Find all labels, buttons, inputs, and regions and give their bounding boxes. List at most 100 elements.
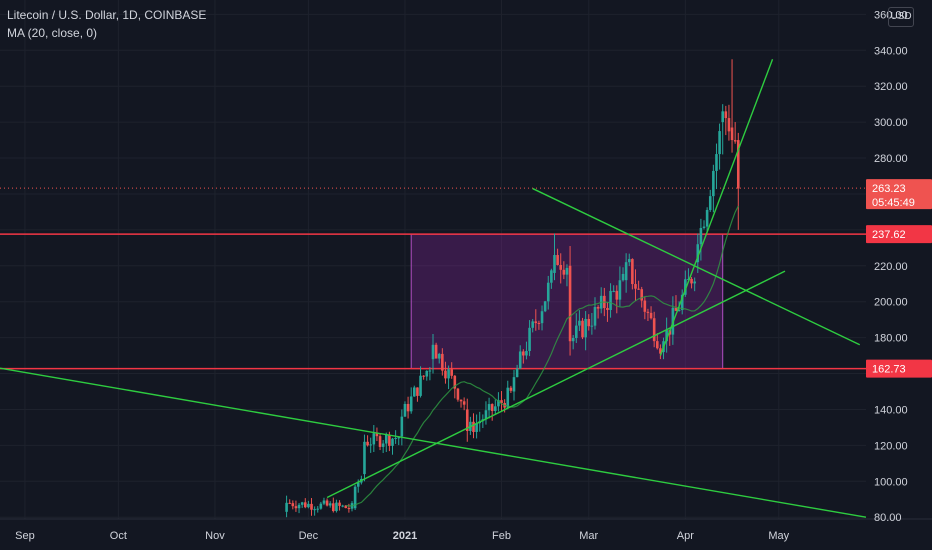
candle-body xyxy=(534,321,538,324)
candle-body xyxy=(571,337,575,342)
candle-body xyxy=(708,196,712,210)
candle-body xyxy=(487,404,491,411)
x-tick-label: Dec xyxy=(299,530,319,542)
candle-body xyxy=(444,370,447,379)
candle-body xyxy=(413,387,416,397)
candle-body xyxy=(546,282,550,302)
candle-body xyxy=(453,375,457,389)
candle-body xyxy=(556,255,559,265)
candle-body xyxy=(303,502,307,508)
candle-body xyxy=(366,441,369,446)
chart-title: Litecoin / U.S. Dollar, 1D, COINBASE xyxy=(7,8,207,22)
lower-level-badge-bg xyxy=(866,359,932,378)
y-axis-ticks: 360.00 340.00 320.00 300.00 280.00 220.00 200.… xyxy=(874,9,908,524)
last-price-badge-countdown: 05:45:49 xyxy=(872,197,915,209)
candle-body xyxy=(369,444,372,446)
candle-body xyxy=(631,259,634,285)
price-badges: 263.23 05:45:49 237.62 162.73 xyxy=(866,179,932,378)
y-tick-label: 140.00 xyxy=(874,404,908,416)
y-tick-label: 200.00 xyxy=(874,297,908,309)
candle-body xyxy=(574,325,578,338)
candle-body xyxy=(285,502,288,512)
trendlines xyxy=(0,59,867,518)
trendline xyxy=(326,270,786,499)
trendline xyxy=(532,187,861,346)
candle-body xyxy=(500,400,503,404)
x-tick-label: Mar xyxy=(579,530,598,542)
y-tick-label: 320.00 xyxy=(874,81,908,93)
candle-body xyxy=(416,387,419,396)
candle-body xyxy=(419,375,422,396)
indicator-label[interactable]: MA (20, close, 0) xyxy=(7,26,98,40)
candle-body xyxy=(559,264,563,270)
candle-body xyxy=(540,311,544,324)
candle-body xyxy=(596,307,600,309)
candle-body xyxy=(693,281,696,284)
upper-level-badge-bg xyxy=(866,225,932,244)
candle-body xyxy=(328,503,332,506)
candle-body xyxy=(565,267,569,275)
currency-button[interactable]: USD xyxy=(888,7,914,27)
candle-body xyxy=(397,437,401,439)
candle-body xyxy=(634,284,637,289)
candle-body xyxy=(528,327,531,351)
candle-body xyxy=(319,503,323,509)
candle-body xyxy=(649,312,653,319)
x-tick-label: Oct xyxy=(110,530,127,542)
candle-body xyxy=(718,131,721,155)
candle-body xyxy=(684,279,687,295)
candle-body xyxy=(509,387,513,391)
candle-body xyxy=(338,502,341,506)
candle-body xyxy=(378,436,382,447)
candle-body xyxy=(307,503,310,508)
candle-body xyxy=(344,505,348,509)
candle-body xyxy=(388,434,391,446)
candle-body xyxy=(705,209,709,227)
candle-body xyxy=(655,341,659,349)
candle-body xyxy=(347,508,351,510)
x-tick-label: 2021 xyxy=(393,530,417,542)
candle-body xyxy=(550,270,553,283)
candle-body xyxy=(422,375,425,377)
moving-average xyxy=(345,205,739,507)
candle-body xyxy=(400,416,404,437)
candle-body xyxy=(733,140,737,142)
candle-body xyxy=(515,368,519,378)
candle-body xyxy=(525,350,528,356)
candle-body xyxy=(425,370,429,377)
trendline xyxy=(0,367,867,518)
candle-body xyxy=(680,294,684,311)
y-tick-label: 280.00 xyxy=(874,153,908,165)
candle-body xyxy=(537,323,541,325)
candle-body xyxy=(677,310,681,312)
candle-body xyxy=(291,503,295,507)
candle-body xyxy=(288,502,292,504)
y-tick-label: 100.00 xyxy=(874,476,908,488)
lower-level-badge: 162.73 xyxy=(872,364,906,376)
candle-body xyxy=(543,301,547,312)
candle-body xyxy=(621,273,625,281)
ma-line xyxy=(345,205,739,507)
candle-body xyxy=(391,438,394,446)
time-axis-bg xyxy=(0,519,932,550)
y-tick-label: 360.00 xyxy=(874,9,908,21)
y-tick-label: 180.00 xyxy=(874,333,908,345)
candle-body xyxy=(406,403,410,412)
candle-body xyxy=(356,482,360,487)
candle-body xyxy=(403,403,407,417)
candle-body xyxy=(384,434,388,444)
candle-body xyxy=(727,118,731,132)
candle-body xyxy=(736,140,740,189)
candle-body xyxy=(316,508,320,510)
candle-body xyxy=(730,127,734,141)
candle-body xyxy=(462,401,466,405)
last-price-badge-bg xyxy=(866,179,932,210)
candle-body xyxy=(702,226,706,228)
candle-body xyxy=(506,387,510,408)
candle-body xyxy=(624,262,628,281)
candle-body xyxy=(294,506,298,509)
candle-body xyxy=(562,269,566,275)
candle-body xyxy=(456,388,460,400)
